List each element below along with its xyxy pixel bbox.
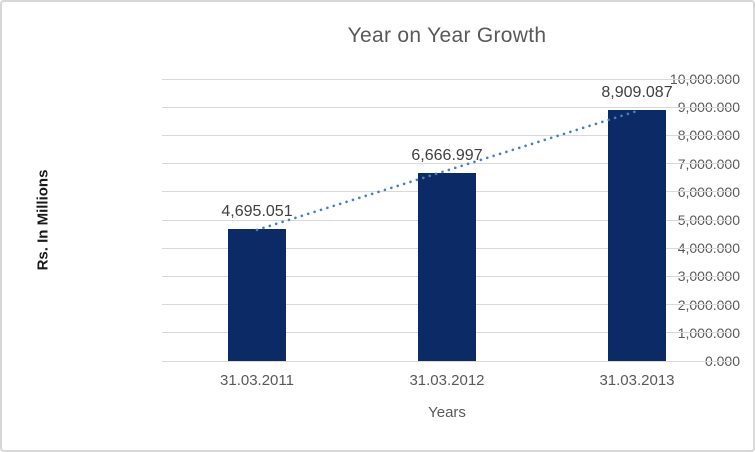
data-label: 8,909.087 [601,83,673,101]
gridline [162,106,732,108]
data-label: 6,666.997 [411,146,483,164]
plot-area: 4,695.051 6,666.997 8,909.087 [162,78,732,362]
bar-31.03.2013 [608,109,666,361]
gridline [162,78,732,80]
gridline [162,163,732,165]
y-axis-title: Rs. In Millions [34,169,52,271]
x-category-label: 31.03.2013 [599,372,675,389]
trendline [255,109,639,232]
trendline-segment [255,109,639,232]
x-category-label: 31.03.2011 [220,372,294,389]
chart-title: Year on Year Growth [347,24,547,47]
bar-31.03.2011 [228,228,286,361]
data-label: 4,695.051 [221,202,293,220]
gridline [162,134,732,136]
x-category-label: 31.03.2012 [409,372,485,389]
gridline [162,360,732,362]
bar-31.03.2012 [418,173,476,361]
x-axis-title: Years [428,404,466,421]
